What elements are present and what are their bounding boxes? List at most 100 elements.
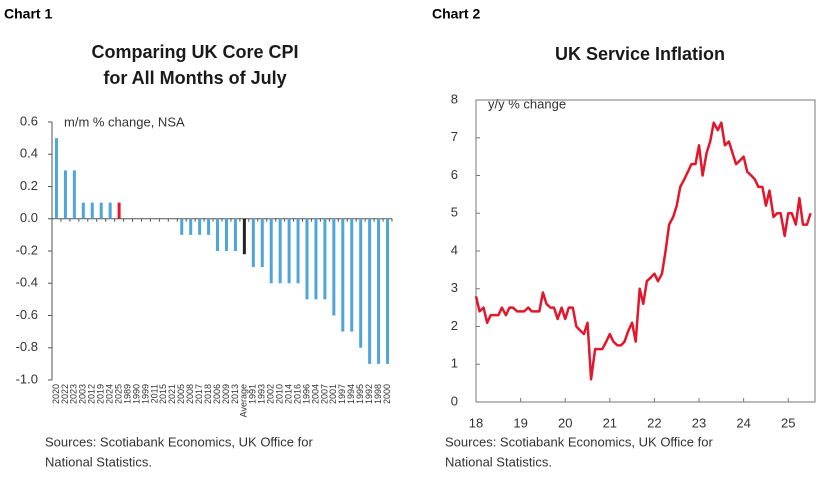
x-tick-label: 24 bbox=[736, 415, 750, 430]
chart-title: UK Service Inflation bbox=[555, 44, 725, 64]
x-tick-label: 1998 bbox=[373, 384, 383, 404]
chart-title: for All Months of July bbox=[103, 68, 286, 88]
x-tick-label: 2007 bbox=[319, 384, 329, 404]
x-tick-label: 2011 bbox=[149, 384, 159, 403]
bar bbox=[90, 202, 94, 219]
source: National Statistics. bbox=[445, 454, 552, 469]
bar bbox=[377, 218, 381, 364]
annotation: m/m % change, NSA bbox=[64, 114, 185, 129]
x-tick-label: 2001 bbox=[328, 384, 338, 404]
x-tick-label: 1991 bbox=[248, 384, 258, 404]
y-tick-label: 3 bbox=[451, 280, 458, 295]
bar bbox=[233, 218, 237, 251]
chart-label: Chart 1 bbox=[4, 6, 52, 22]
y-tick-label: 0.6 bbox=[20, 113, 38, 128]
y-tick-label: 5 bbox=[451, 205, 458, 220]
y-tick-label: -0.4 bbox=[16, 275, 38, 290]
chart-title: Comparing UK Core CPI bbox=[91, 42, 298, 62]
y-tick-label: 0.4 bbox=[20, 146, 38, 161]
y-tick-label: -0.2 bbox=[16, 242, 38, 257]
bar bbox=[207, 218, 211, 235]
x-tick-label: 2023 bbox=[69, 384, 79, 404]
x-tick-label: 2016 bbox=[292, 384, 302, 404]
y-tick-label: 7 bbox=[451, 129, 458, 144]
x-tick-label: 22 bbox=[647, 415, 661, 430]
x-tick-label: 1999 bbox=[140, 384, 150, 404]
bar bbox=[251, 218, 255, 268]
x-tick-label: 2010 bbox=[275, 384, 285, 404]
bar bbox=[117, 202, 121, 219]
source: National Statistics. bbox=[45, 454, 152, 469]
x-tick-label: 20 bbox=[558, 415, 572, 430]
chart-label: Chart 2 bbox=[432, 6, 480, 22]
y-tick-label: 0.0 bbox=[20, 210, 38, 225]
x-tick-label: 1989 bbox=[122, 384, 132, 404]
x-tick-label: 2009 bbox=[221, 384, 231, 404]
x-tick-label: 1995 bbox=[355, 384, 365, 404]
x-tick-label: Average bbox=[239, 384, 249, 417]
x-tick-label: 2013 bbox=[230, 384, 240, 404]
x-tick-label: 2018 bbox=[203, 384, 213, 404]
y-tick-label: -1.0 bbox=[16, 371, 38, 386]
x-tick-label: 2024 bbox=[105, 384, 115, 404]
x-tick-label: 18 bbox=[469, 415, 483, 430]
x-tick-label: 2019 bbox=[96, 384, 106, 404]
x-tick-label: 21 bbox=[603, 415, 617, 430]
bar bbox=[99, 202, 103, 219]
y-tick-label: 0.2 bbox=[20, 178, 38, 193]
bar bbox=[350, 218, 354, 332]
bar bbox=[323, 218, 327, 300]
bar bbox=[386, 218, 390, 364]
x-tick-label: 1997 bbox=[337, 384, 347, 404]
y-tick-label: 8 bbox=[451, 91, 458, 106]
y-tick-label: 0 bbox=[451, 393, 458, 408]
x-tick-label: 2014 bbox=[283, 384, 293, 404]
y-tick-label: -0.8 bbox=[16, 339, 38, 354]
source: Sources: Scotiabank Economics, UK Office… bbox=[45, 434, 313, 449]
bar bbox=[108, 202, 112, 219]
bar bbox=[305, 218, 309, 300]
bar bbox=[72, 170, 76, 219]
bar bbox=[54, 138, 58, 219]
x-tick-label: 2002 bbox=[266, 384, 276, 404]
y-tick-label: 1 bbox=[451, 356, 458, 371]
bar bbox=[269, 218, 273, 284]
x-tick-label: 1994 bbox=[346, 384, 356, 404]
y-tick-label: -0.6 bbox=[16, 307, 38, 322]
bar bbox=[242, 218, 246, 255]
bar bbox=[260, 218, 264, 268]
bar bbox=[198, 218, 202, 235]
x-tick-label: 2017 bbox=[194, 384, 204, 404]
source: Sources: Scotiabank Economics, UK Office… bbox=[445, 434, 713, 449]
x-tick-label: 25 bbox=[781, 415, 795, 430]
bar bbox=[224, 218, 228, 251]
bar bbox=[63, 170, 67, 219]
y-tick-label: 4 bbox=[451, 242, 458, 257]
x-tick-label: 19 bbox=[513, 415, 527, 430]
x-tick-label: 2000 bbox=[382, 384, 392, 404]
bar bbox=[368, 218, 372, 364]
x-tick-label: 2025 bbox=[113, 384, 123, 404]
x-tick-label: 2021 bbox=[167, 384, 177, 404]
y-tick-label: 6 bbox=[451, 167, 458, 182]
y-tick-label: 2 bbox=[451, 318, 458, 333]
bar bbox=[314, 218, 318, 300]
bar bbox=[278, 218, 282, 284]
bar bbox=[216, 218, 220, 251]
bar bbox=[359, 218, 363, 348]
bar bbox=[341, 218, 345, 332]
x-tick-label: 23 bbox=[692, 415, 706, 430]
line bbox=[474, 121, 812, 381]
bar bbox=[296, 218, 300, 284]
bar bbox=[81, 202, 85, 219]
annotation: y/y % change bbox=[488, 96, 566, 111]
bar bbox=[189, 218, 193, 235]
x-tick-label: 2020 bbox=[51, 384, 61, 404]
x-tick-label: 1990 bbox=[131, 384, 141, 404]
x-tick-label: 2006 bbox=[212, 384, 222, 404]
bar bbox=[287, 218, 291, 284]
x-tick-label: 2022 bbox=[60, 384, 70, 404]
x-tick-label: 2012 bbox=[87, 384, 97, 404]
x-tick-label: 2015 bbox=[158, 384, 168, 404]
